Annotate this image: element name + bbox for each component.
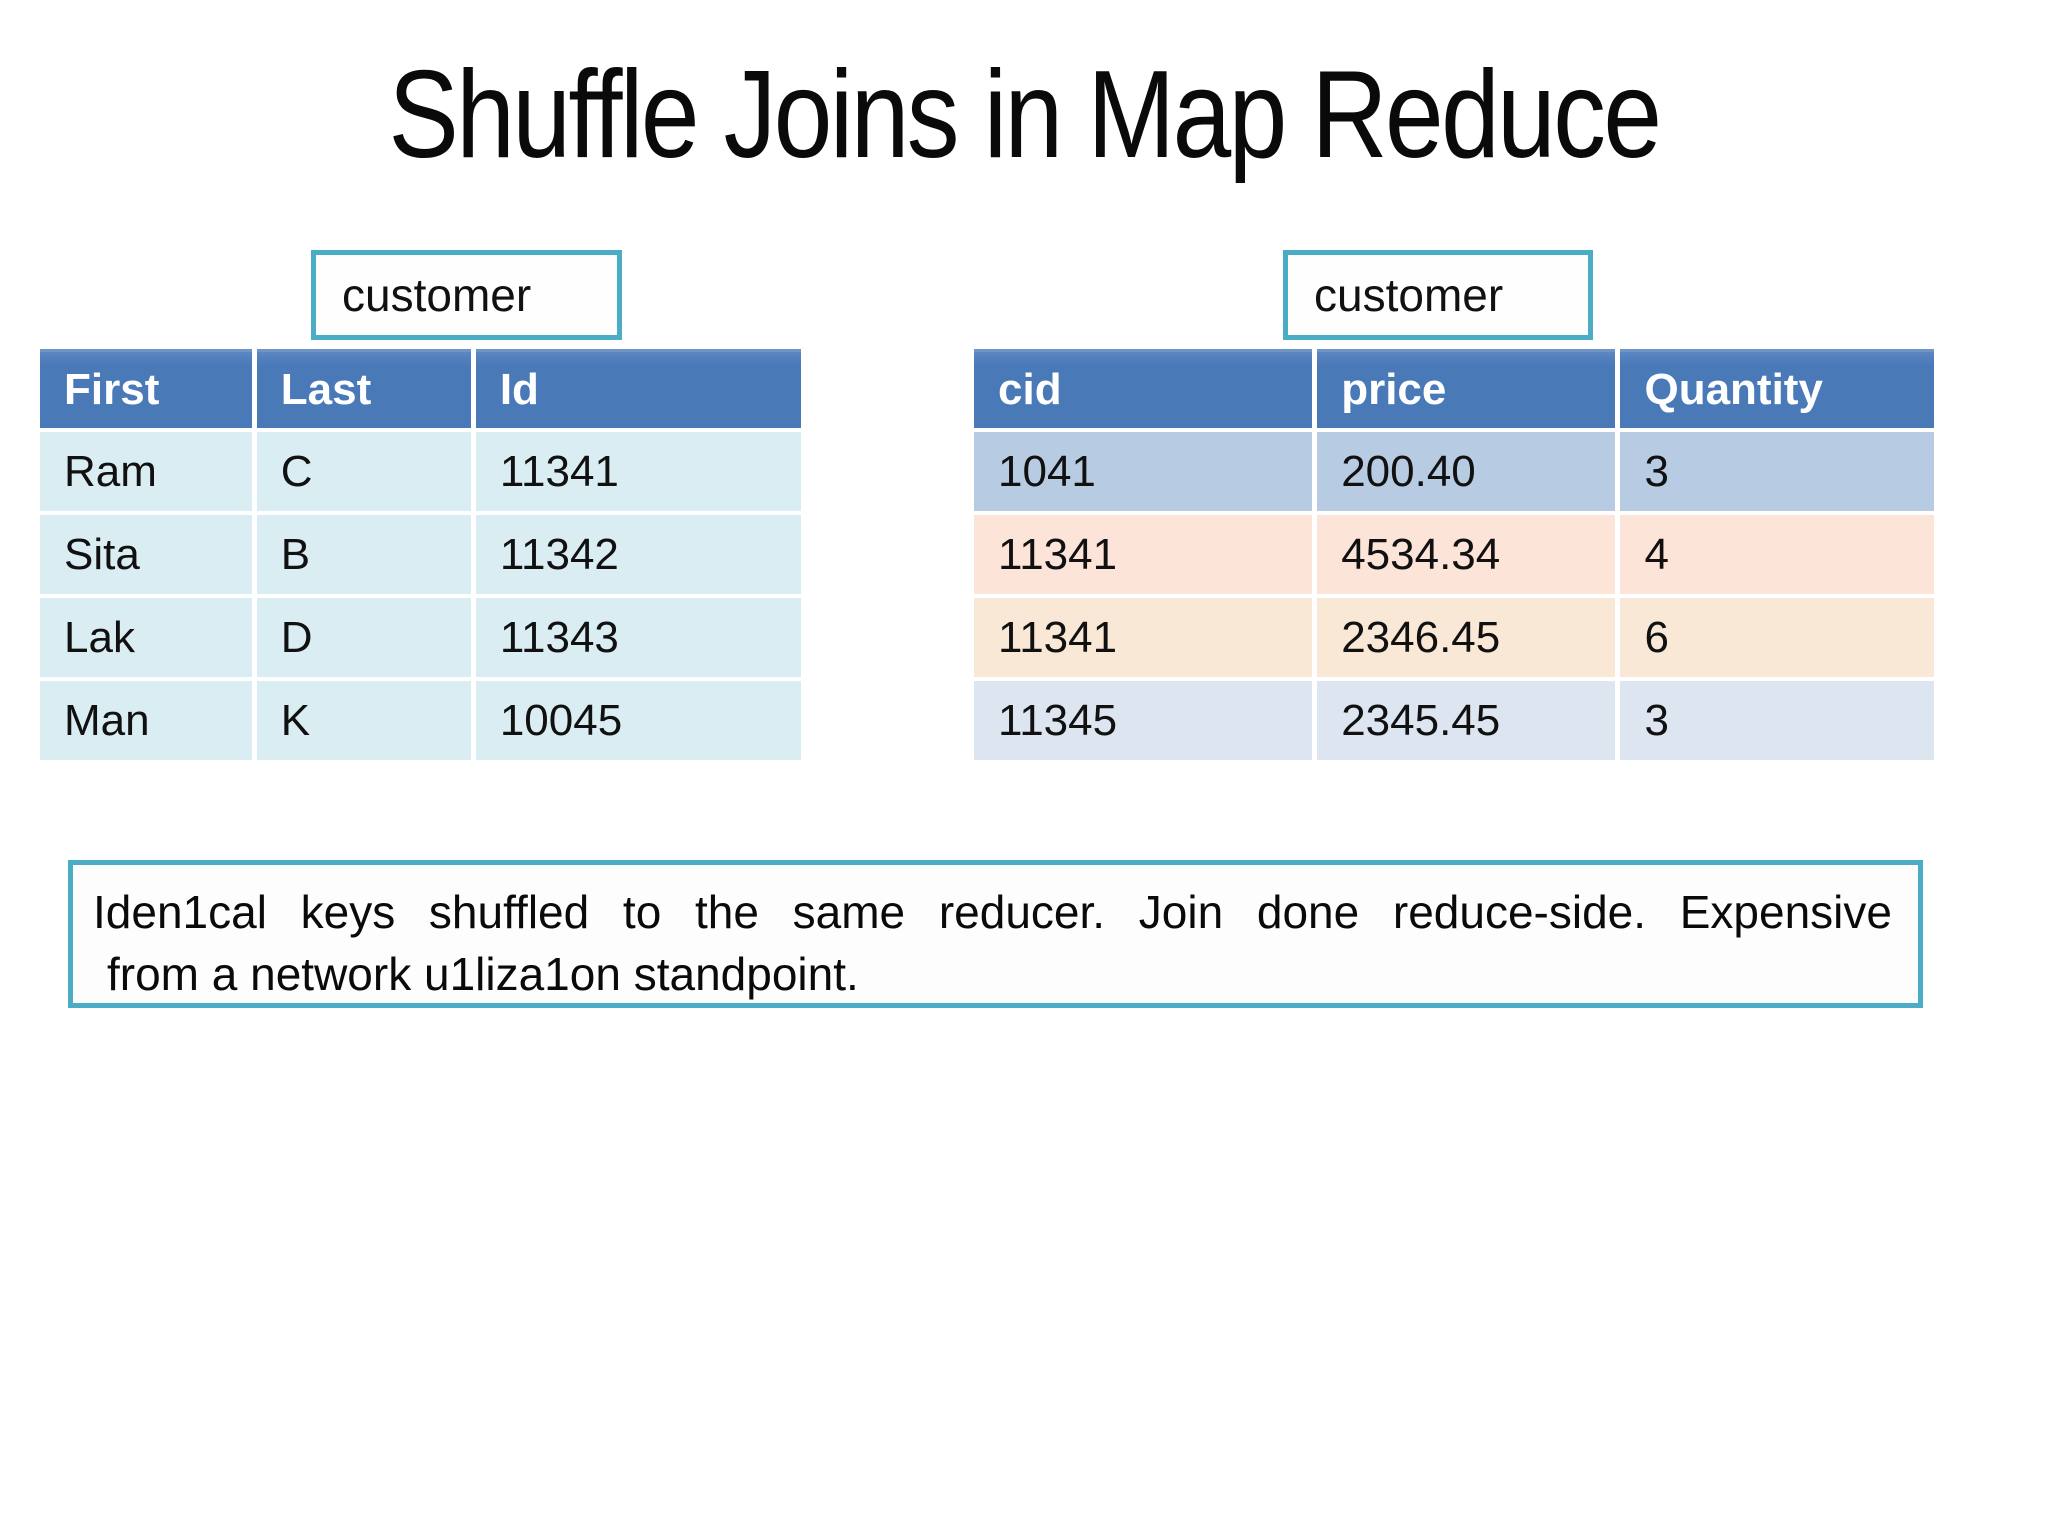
cell-first: Ram	[40, 432, 252, 511]
table-row: 11341 4534.34 4	[974, 515, 1934, 594]
column-header-price: price	[1317, 349, 1616, 428]
column-header-first: First	[40, 349, 252, 428]
cell-last: D	[256, 598, 471, 677]
cell-quantity: 4	[1620, 515, 1934, 594]
cell-price: 2345.45	[1317, 681, 1616, 760]
cell-id: 10045	[475, 681, 801, 760]
note-text-line1: Iden1cal keys shuffled to the same reduc…	[93, 886, 1892, 938]
table-row: Ram C 11341	[40, 432, 801, 511]
table-header-row: First Last Id	[40, 349, 801, 428]
cell-id: 11341	[475, 432, 801, 511]
cell-id: 11343	[475, 598, 801, 677]
left-table-title-box: customer	[311, 250, 622, 340]
cell-price: 2346.45	[1317, 598, 1616, 677]
left-table-title: customer	[342, 269, 532, 321]
cell-cid: 1041	[974, 432, 1313, 511]
cell-cid: 11341	[974, 598, 1313, 677]
slide-title: Shuffle Joins in Map Reduce	[388, 46, 1662, 184]
note-text-line2: from a network u1liza1on standpoint.	[107, 948, 859, 1000]
table-row: Sita B 11342	[40, 515, 801, 594]
cell-cid: 11341	[974, 515, 1313, 594]
cell-cid: 11345	[974, 681, 1313, 760]
table-row: 11341 2346.45 6	[974, 598, 1934, 677]
table-header-row: cid price Quantity	[974, 349, 1934, 428]
customer-orders-table: cid price Quantity 1041 200.40 3 11341 4…	[969, 345, 1939, 764]
cell-quantity: 6	[1620, 598, 1934, 677]
table-row: Lak D 11343	[40, 598, 801, 677]
cell-id: 11342	[475, 515, 801, 594]
customer-names-table: First Last Id Ram C 11341 Sita B 11342 L…	[35, 345, 806, 764]
cell-price: 4534.34	[1317, 515, 1616, 594]
cell-price: 200.40	[1317, 432, 1616, 511]
table-row: 11345 2345.45 3	[974, 681, 1934, 760]
cell-last: B	[256, 515, 471, 594]
cell-first: Sita	[40, 515, 252, 594]
table-row: Man K 10045	[40, 681, 801, 760]
column-header-last: Last	[256, 349, 471, 428]
note-box: Iden1cal keys shuffled to the same reduc…	[68, 860, 1923, 1008]
cell-last: C	[256, 432, 471, 511]
table-row: 1041 200.40 3	[974, 432, 1934, 511]
column-header-id: Id	[475, 349, 801, 428]
cell-first: Man	[40, 681, 252, 760]
cell-last: K	[256, 681, 471, 760]
right-table-title: customer	[1314, 269, 1504, 321]
cell-quantity: 3	[1620, 681, 1934, 760]
right-table-title-box: customer	[1283, 250, 1593, 340]
cell-first: Lak	[40, 598, 252, 677]
column-header-quantity: Quantity	[1620, 349, 1934, 428]
cell-quantity: 3	[1620, 432, 1934, 511]
column-header-cid: cid	[974, 349, 1313, 428]
